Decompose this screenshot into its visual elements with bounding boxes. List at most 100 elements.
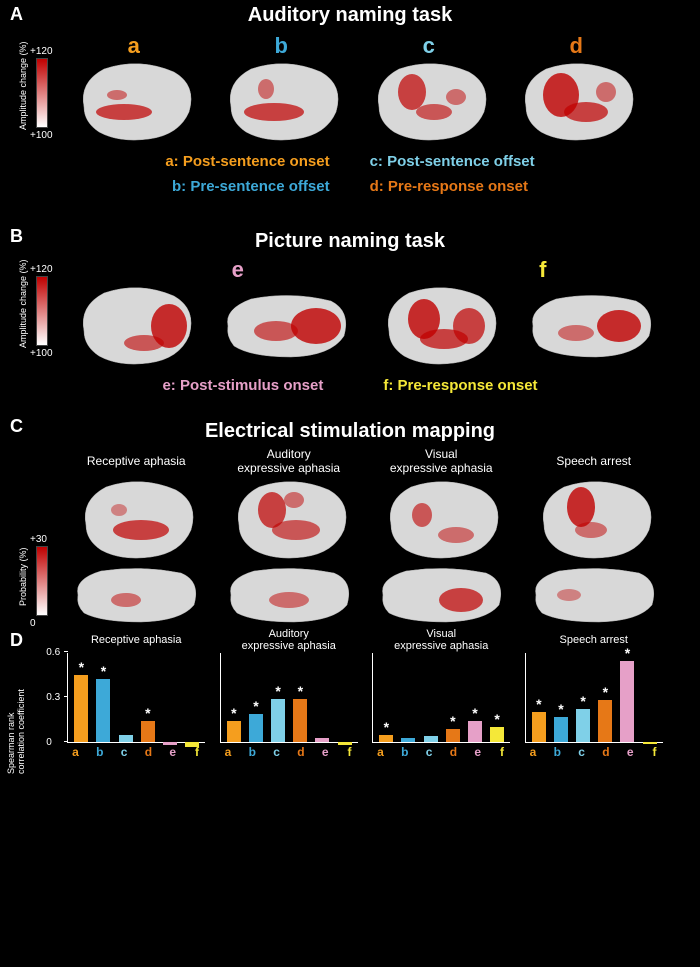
stim-brain-2-lat bbox=[224, 475, 354, 565]
panel-d-charts: Receptive aphasia00.30.6***abcdefAuditor… bbox=[0, 627, 700, 759]
bars-3: ***** bbox=[526, 653, 663, 742]
xlabel-e: e bbox=[623, 745, 637, 759]
stim-brain-3-ven bbox=[371, 565, 511, 625]
xlabels-3: abcdef bbox=[519, 743, 669, 759]
significance-star: * bbox=[558, 701, 563, 717]
colorbar-b-top: +120 bbox=[30, 264, 53, 275]
significance-star: * bbox=[536, 696, 541, 712]
colorbar-c-label: Probability (%) bbox=[18, 547, 28, 606]
xlabel-d: d bbox=[294, 745, 308, 759]
colorbar-c-top: +30 bbox=[30, 534, 47, 545]
xlabel-b: b bbox=[93, 745, 107, 759]
chart-col-2: Visual expressive aphasia****abcdef bbox=[366, 627, 516, 759]
significance-star: * bbox=[253, 698, 258, 714]
xlabel-d: d bbox=[599, 745, 613, 759]
stim-title-2: Auditory expressive aphasia bbox=[237, 447, 340, 475]
stim-brain-4-lat bbox=[529, 475, 659, 565]
stim-title-3: Visual expressive aphasia bbox=[390, 447, 493, 475]
xlabel-f: f bbox=[648, 745, 662, 759]
brain-e-lat-svg bbox=[69, 281, 199, 371]
brain-e-ventral bbox=[216, 291, 356, 361]
panel-c-colorbar: Probability (%) +30 0 bbox=[8, 546, 52, 616]
legend-a: a: Post-sentence onset bbox=[165, 153, 329, 170]
bars-0: * * * bbox=[68, 653, 205, 742]
xlabel-e: e bbox=[471, 745, 485, 759]
xlabel-b: b bbox=[550, 745, 564, 759]
colorbar-b-bottom: +100 bbox=[30, 348, 53, 359]
stim-col-2: Auditory expressive aphasia bbox=[214, 447, 364, 625]
bar-a: * bbox=[532, 712, 546, 742]
bars-2: **** bbox=[373, 653, 510, 742]
brain-e-ven-svg bbox=[216, 291, 356, 361]
xlabel-e: e bbox=[166, 745, 180, 759]
stim-col-1: Receptive aphasia bbox=[61, 447, 211, 625]
bar-e: * bbox=[620, 661, 634, 742]
colorbar-a-label: Amplitude change (%) bbox=[18, 41, 28, 130]
xlabel-f: f bbox=[495, 745, 509, 759]
bar-a: * bbox=[227, 721, 241, 742]
significance-star: * bbox=[384, 719, 389, 735]
bar-c bbox=[119, 735, 133, 743]
legend-d: d: Pre-response onset bbox=[370, 178, 528, 195]
panel-c-row: Receptive aphasia Auditory expressive ap… bbox=[0, 447, 700, 625]
significance-star: * bbox=[298, 683, 303, 699]
brain-f-lateral: f bbox=[374, 281, 504, 371]
xlabel-b: b bbox=[245, 745, 259, 759]
stim-title-1: Receptive aphasia bbox=[87, 447, 186, 475]
xlabels-2: abcdef bbox=[366, 743, 516, 759]
panel-b-colorbar: Amplitude change (%) +120 +100 bbox=[8, 276, 52, 346]
legend-c: c: Post-sentence offset bbox=[370, 153, 535, 170]
bar-e bbox=[163, 742, 177, 745]
bar-d: * bbox=[141, 721, 155, 742]
letter-b: b bbox=[275, 33, 288, 59]
xlabel-a: a bbox=[526, 745, 540, 759]
letter-f: f bbox=[539, 257, 546, 283]
xlabel-b: b bbox=[398, 745, 412, 759]
xlabel-a: a bbox=[68, 745, 82, 759]
stim-brain-1-lat bbox=[71, 475, 201, 565]
chart-col-3: Speech arrest*****abcdef bbox=[519, 627, 669, 759]
chart-col-0: Receptive aphasia00.30.6***abcdef bbox=[61, 627, 211, 759]
bar-f bbox=[185, 742, 199, 747]
letter-d: d bbox=[570, 33, 583, 59]
stim-brain-3-lat bbox=[376, 475, 506, 565]
stim-brain-1-ven bbox=[66, 565, 206, 625]
chart-col-1: Auditory expressive aphasia****abcdef bbox=[214, 627, 364, 759]
xlabel-f: f bbox=[190, 745, 204, 759]
bar-d: * bbox=[446, 729, 460, 743]
significance-star: * bbox=[580, 693, 585, 709]
panel-a-colorbar: Amplitude change (%) +120 +100 bbox=[8, 58, 52, 128]
panel-c: C Electrical stimulation mapping Probabi… bbox=[0, 416, 700, 786]
legend-f: f: Pre-response onset bbox=[383, 377, 537, 394]
panel-a-label: A bbox=[10, 4, 23, 25]
chart-title-2: Visual expressive aphasia bbox=[366, 627, 516, 653]
bar-f bbox=[338, 742, 352, 745]
xlabel-c: c bbox=[270, 745, 284, 759]
chart-1: **** bbox=[220, 653, 358, 743]
chart-3: ***** bbox=[525, 653, 663, 743]
panel-a-legend-row1: a: Post-sentence onset c: Post-sentence … bbox=[0, 151, 700, 176]
panel-b: B Picture naming task Amplitude change (… bbox=[0, 226, 700, 416]
panel-c-label: C bbox=[10, 416, 23, 437]
stim-brain-4-ven bbox=[524, 565, 664, 625]
legend-b: b: Pre-sentence offset bbox=[172, 178, 330, 195]
brain-a-svg bbox=[69, 57, 199, 147]
stim-col-4: Speech arrest bbox=[519, 447, 669, 625]
brain-e-lateral: e bbox=[69, 281, 199, 371]
colorbar-b-gradient bbox=[36, 276, 48, 346]
significance-star: * bbox=[603, 684, 608, 700]
chart-title-1: Auditory expressive aphasia bbox=[214, 627, 364, 653]
bar-c: * bbox=[576, 709, 590, 742]
xlabel-d: d bbox=[141, 745, 155, 759]
brain-d-svg bbox=[511, 57, 641, 147]
ytick: 0 bbox=[46, 737, 52, 748]
brain-b: b bbox=[216, 57, 346, 147]
colorbar-a-top: +120 bbox=[30, 46, 53, 57]
panel-a-title: Auditory naming task bbox=[0, 0, 700, 27]
bar-a: * bbox=[379, 735, 393, 743]
significance-star: * bbox=[79, 659, 84, 675]
ytick: 0.3 bbox=[46, 692, 60, 703]
brain-f-ven-svg bbox=[521, 291, 661, 361]
bar-b: * bbox=[96, 679, 110, 742]
brain-a: a bbox=[69, 57, 199, 147]
